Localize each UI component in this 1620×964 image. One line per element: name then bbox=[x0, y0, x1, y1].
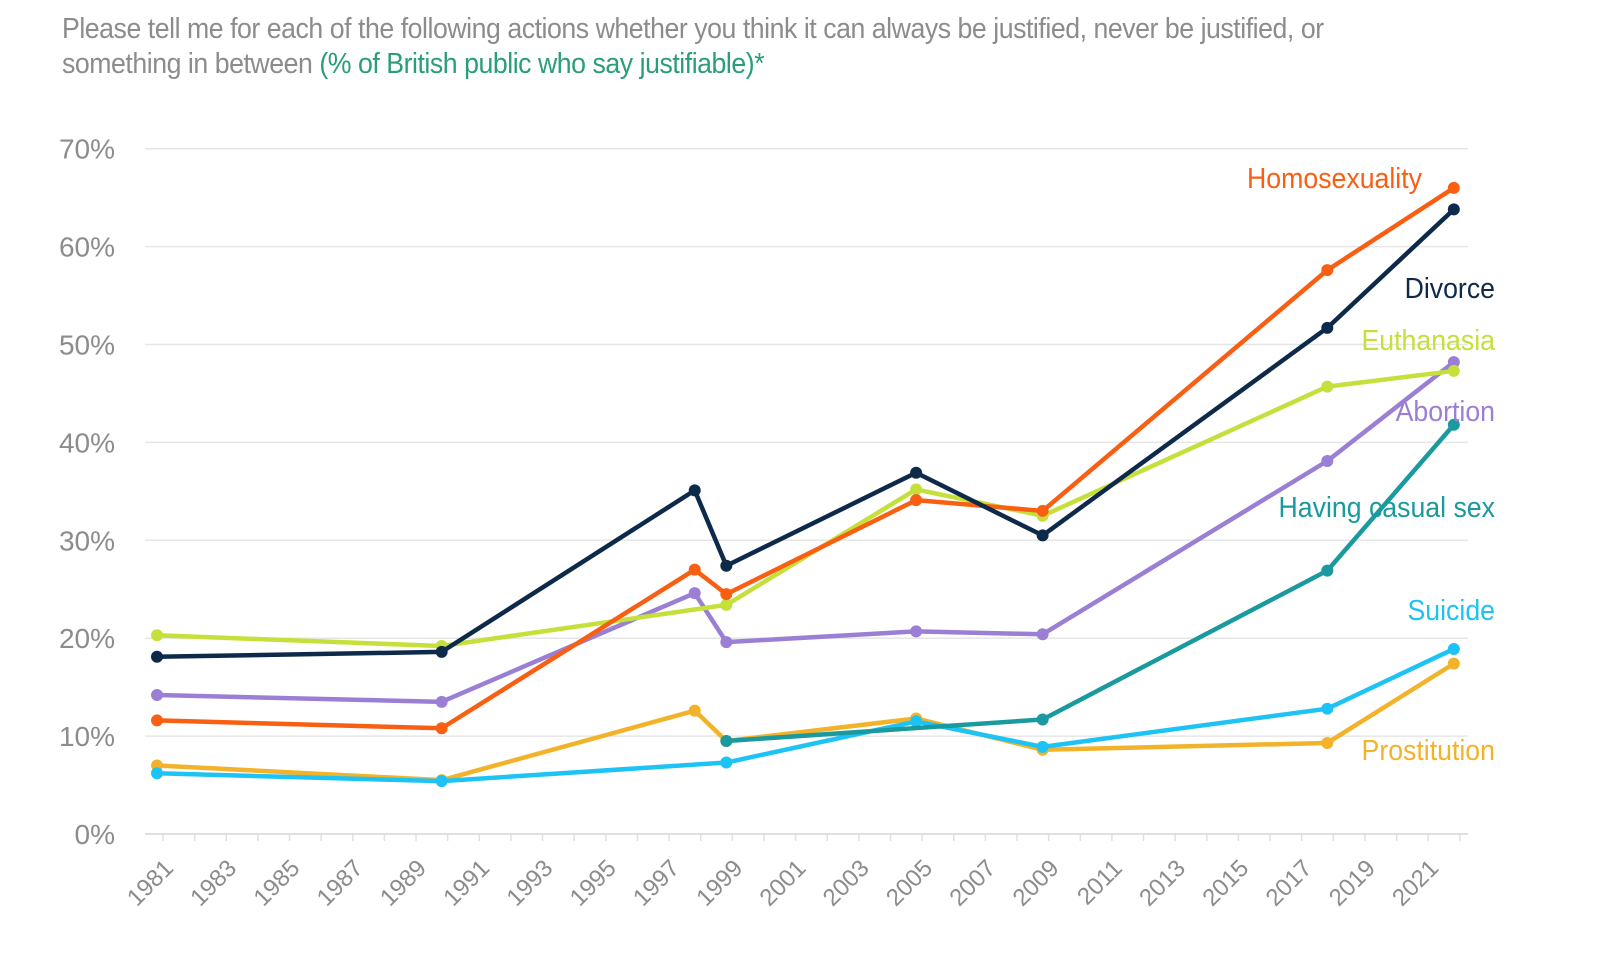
series-line bbox=[156, 646, 1455, 784]
data-point bbox=[1036, 740, 1049, 753]
x-tick-label: 1997 bbox=[628, 855, 685, 912]
data-point bbox=[1447, 642, 1460, 655]
data-point bbox=[720, 756, 733, 769]
data-point bbox=[1321, 264, 1334, 277]
y-tick-label: 50% bbox=[59, 330, 115, 361]
data-point bbox=[1036, 529, 1049, 542]
y-tick-label: 30% bbox=[59, 525, 115, 556]
data-point bbox=[435, 645, 448, 658]
x-tick-label: 1993 bbox=[502, 855, 559, 912]
x-tick-label: 2019 bbox=[1324, 855, 1381, 912]
y-tick-label: 70% bbox=[59, 134, 115, 165]
x-tick-label: 2021 bbox=[1387, 855, 1444, 912]
data-point bbox=[1447, 356, 1460, 369]
series-line bbox=[156, 185, 1456, 731]
data-point bbox=[151, 714, 163, 727]
data-point bbox=[688, 704, 701, 717]
data-point bbox=[435, 775, 448, 788]
data-point bbox=[688, 587, 701, 600]
series-line bbox=[156, 661, 1456, 783]
x-tick-label: 1995 bbox=[565, 855, 622, 912]
data-point bbox=[910, 625, 923, 638]
x-tick-label: 1983 bbox=[185, 855, 242, 912]
title-text: Please tell me for each of the following… bbox=[62, 13, 1324, 80]
data-point bbox=[151, 688, 163, 701]
x-tick-label: 1985 bbox=[248, 855, 305, 912]
data-point bbox=[910, 466, 923, 479]
data-point bbox=[435, 695, 448, 708]
data-point bbox=[1036, 504, 1049, 517]
data-point bbox=[688, 563, 701, 576]
data-point bbox=[910, 483, 923, 496]
data-point bbox=[1321, 564, 1334, 577]
data-point bbox=[1036, 628, 1049, 641]
data-point bbox=[1036, 713, 1049, 726]
data-point bbox=[1321, 702, 1334, 715]
data-point bbox=[1447, 364, 1460, 377]
series-label: Divorce bbox=[1405, 272, 1495, 304]
x-tick-label: 2001 bbox=[755, 855, 812, 912]
data-point bbox=[1321, 736, 1334, 749]
data-point bbox=[720, 734, 733, 747]
x-tick-label: 2011 bbox=[1072, 855, 1128, 911]
data-point bbox=[720, 636, 733, 649]
data-point bbox=[910, 715, 923, 728]
data-point bbox=[151, 650, 163, 663]
y-tick-label: 40% bbox=[59, 427, 115, 458]
data-point bbox=[1447, 181, 1460, 194]
x-tick-label: 1991 bbox=[438, 855, 495, 912]
data-point bbox=[435, 722, 448, 735]
x-tick-label: 2005 bbox=[881, 855, 938, 912]
series-label: Euthanasia bbox=[1362, 324, 1496, 356]
data-point bbox=[720, 559, 733, 572]
y-tick-label: 10% bbox=[59, 721, 115, 752]
series-label: Prostitution bbox=[1362, 734, 1495, 766]
x-tick-label: 2017 bbox=[1261, 855, 1318, 912]
x-tick-label: 1999 bbox=[691, 855, 748, 912]
data-point bbox=[151, 767, 163, 780]
series-line bbox=[156, 360, 1456, 705]
chart-title: Please tell me for each of the following… bbox=[62, 12, 1424, 82]
data-point bbox=[1321, 321, 1334, 334]
data-point bbox=[1447, 203, 1460, 216]
data-point bbox=[151, 629, 163, 642]
series-line bbox=[156, 207, 1456, 660]
y-tick-label: 20% bbox=[59, 623, 115, 654]
data-point bbox=[1447, 657, 1460, 670]
x-tick-label: 2015 bbox=[1197, 855, 1254, 912]
x-tick-label: 1989 bbox=[375, 855, 432, 912]
x-tick-label: 2009 bbox=[1008, 855, 1065, 912]
x-tick-label: 2013 bbox=[1134, 855, 1191, 912]
data-point bbox=[688, 484, 701, 497]
data-point bbox=[720, 588, 733, 601]
title-highlight: (% of British public who say justifiable… bbox=[319, 48, 755, 80]
x-tick-label: 2003 bbox=[818, 855, 875, 912]
data-point bbox=[910, 494, 923, 507]
y-tick-label: 60% bbox=[59, 232, 115, 263]
data-point bbox=[1321, 455, 1334, 468]
series-label: Abortion bbox=[1396, 395, 1495, 427]
x-tick-label: 2007 bbox=[944, 855, 1001, 912]
data-point bbox=[1447, 418, 1460, 431]
data-point bbox=[1321, 380, 1334, 393]
x-tick-label: 1987 bbox=[312, 855, 369, 912]
y-tick-label: 0% bbox=[75, 819, 115, 850]
series-line bbox=[726, 423, 1456, 744]
data-point bbox=[720, 598, 733, 611]
series-label: Suicide bbox=[1408, 594, 1495, 626]
x-tick-label: 1981 bbox=[122, 855, 179, 912]
series-label: Having casual sex bbox=[1279, 491, 1496, 523]
series-label: Homosexuality bbox=[1247, 162, 1422, 194]
title-suffix: * bbox=[754, 48, 765, 80]
